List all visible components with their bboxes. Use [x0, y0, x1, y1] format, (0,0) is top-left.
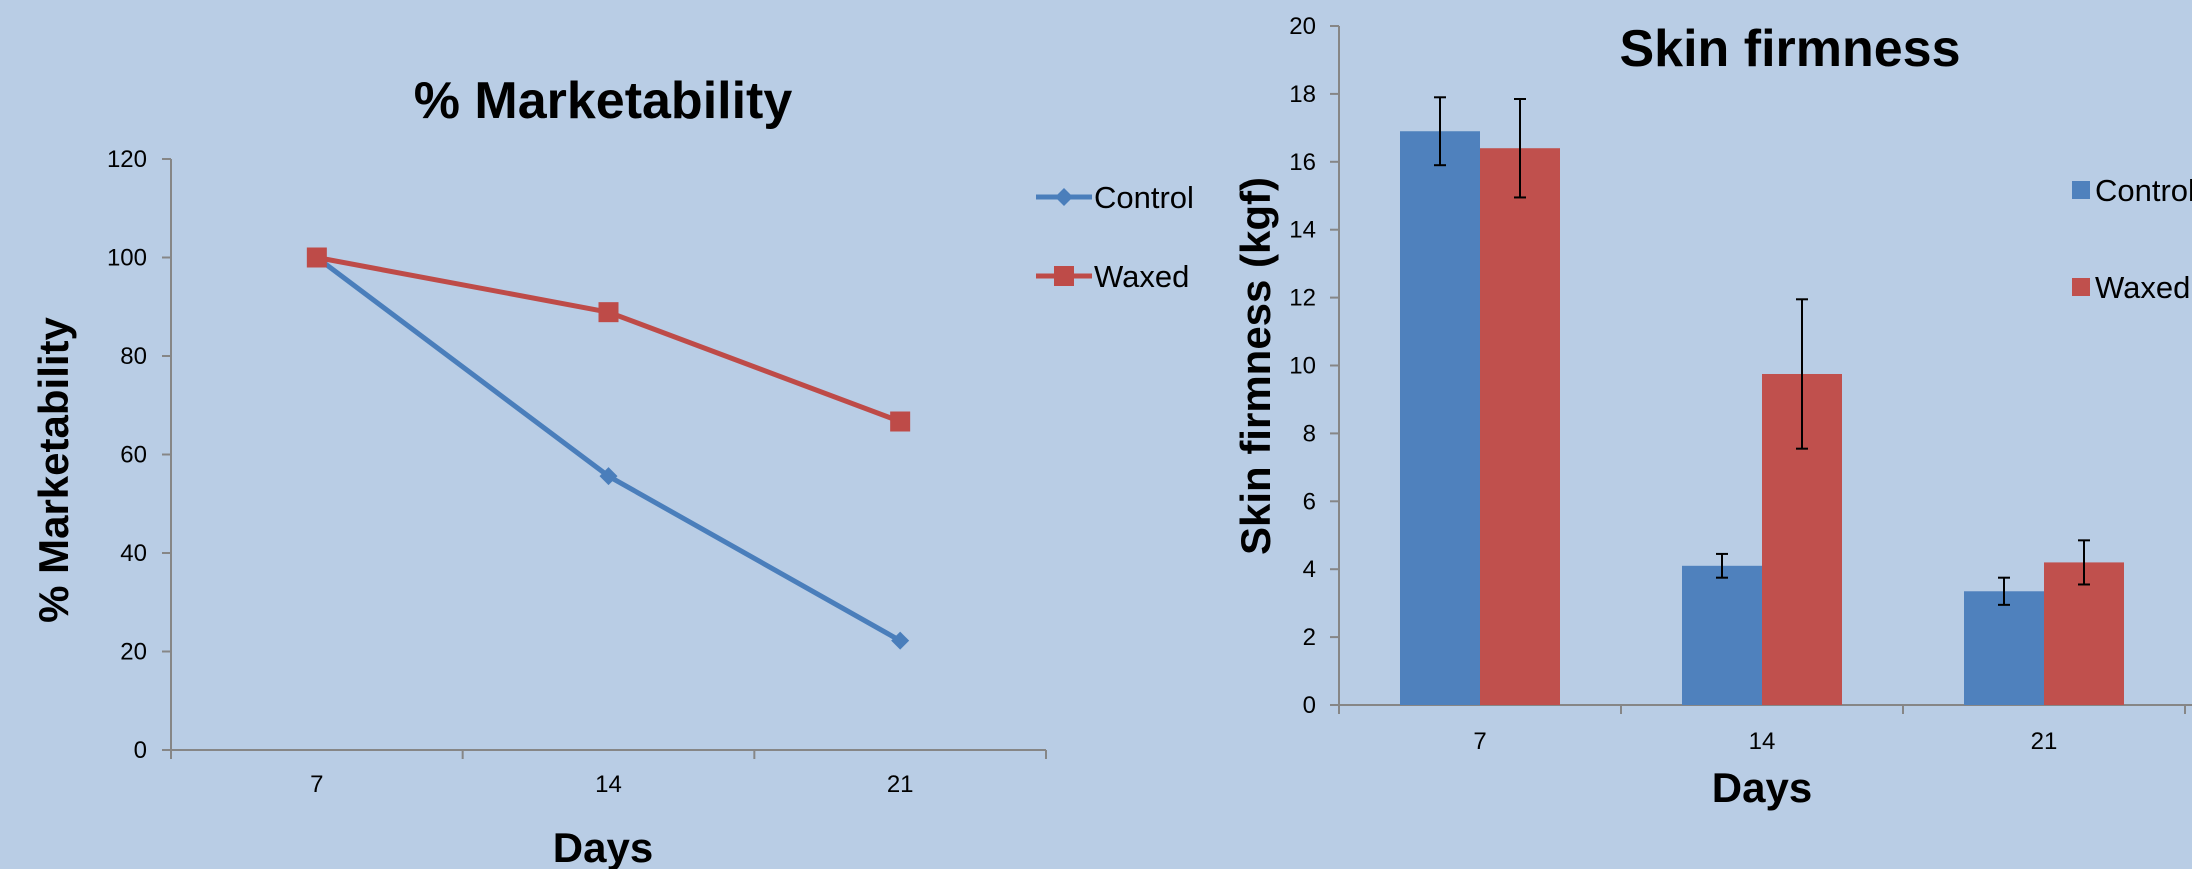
marketability-point-waxed [890, 411, 911, 432]
marketability-point-control [891, 631, 910, 650]
skin-firmness-y-tick-label: 4 [1303, 556, 1316, 583]
marketability-x-tick-label: 7 [310, 771, 323, 798]
skin-firmness-title: Skin firmness [1619, 20, 1960, 78]
skin-firmness-legend-swatch-control [2072, 181, 2090, 199]
skin-firmness-legend-label-waxed: Waxed [2095, 270, 2190, 305]
skin-firmness-y-tick-label: 0 [1303, 692, 1316, 719]
skin-firmness-bar-waxed [1480, 148, 1560, 706]
marketability-chart: % Marketability % Marketability Days 0 20… [30, 72, 1194, 869]
marketability-point-control [599, 467, 618, 486]
skin-firmness-bar-waxed [2044, 562, 2124, 705]
skin-firmness-x-tick-label: 7 [1473, 728, 1486, 755]
marketability-y-tick-label: 0 [134, 737, 147, 764]
marketability-point-waxed [598, 302, 619, 323]
marketability-y-tick-label: 60 [120, 442, 147, 469]
skin-firmness-legend-label-control: Control [2095, 173, 2192, 208]
skin-firmness-x-axis-title: Days [1712, 764, 1812, 811]
skin-firmness-y-tick-label: 6 [1303, 488, 1316, 515]
marketability-y-tick-label: 40 [120, 540, 147, 567]
skin-firmness-y-tick-label: 14 [1289, 217, 1316, 244]
marketability-x-axis-title: Days [553, 824, 653, 869]
marketability-legend-label-control: Control [1094, 180, 1194, 215]
skin-firmness-y-tick-label: 2 [1303, 624, 1316, 651]
skin-firmness-y-axis-title: Skin firmness (kgf) [1232, 177, 1279, 555]
marketability-y-tick-label: 80 [120, 343, 147, 370]
skin-firmness-bar-control [1964, 591, 2044, 705]
marketability-x-tick-label: 21 [887, 771, 914, 798]
marketability-y-tick-label: 100 [107, 245, 147, 272]
skin-firmness-bar-control [1682, 565, 1762, 705]
marketability-legend-marker-waxed [1054, 266, 1074, 286]
skin-firmness-y-tick-label: 18 [1289, 81, 1316, 108]
skin-firmness-y-tick-label: 20 [1289, 13, 1316, 40]
marketability-y-tick-label: 20 [120, 639, 147, 666]
marketability-legend-label-waxed: Waxed [1094, 259, 1189, 294]
skin-firmness-legend-swatch-waxed [2072, 278, 2090, 296]
marketability-legend-marker-control [1055, 188, 1073, 206]
marketability-x-tick-label: 14 [595, 771, 622, 798]
marketability-y-tick-label: 120 [107, 146, 147, 173]
skin-firmness-chart: Skin firmness Skin firmness (kgf) Days 0… [1232, 13, 2192, 811]
skin-firmness-y-tick-label: 8 [1303, 420, 1316, 447]
skin-firmness-y-tick-label: 10 [1289, 353, 1316, 380]
skin-firmness-bar-control [1400, 131, 1480, 705]
skin-firmness-x-tick-label: 21 [2031, 728, 2058, 755]
skin-firmness-y-tick-label: 16 [1289, 149, 1316, 176]
marketability-y-axis-title: % Marketability [30, 316, 77, 622]
skin-firmness-y-tick-label: 12 [1289, 285, 1316, 312]
marketability-series-line-waxed [316, 255, 902, 424]
marketability-title: % Marketability [414, 72, 793, 130]
skin-firmness-x-tick-label: 14 [1749, 728, 1776, 755]
marketability-point-waxed [306, 247, 327, 268]
